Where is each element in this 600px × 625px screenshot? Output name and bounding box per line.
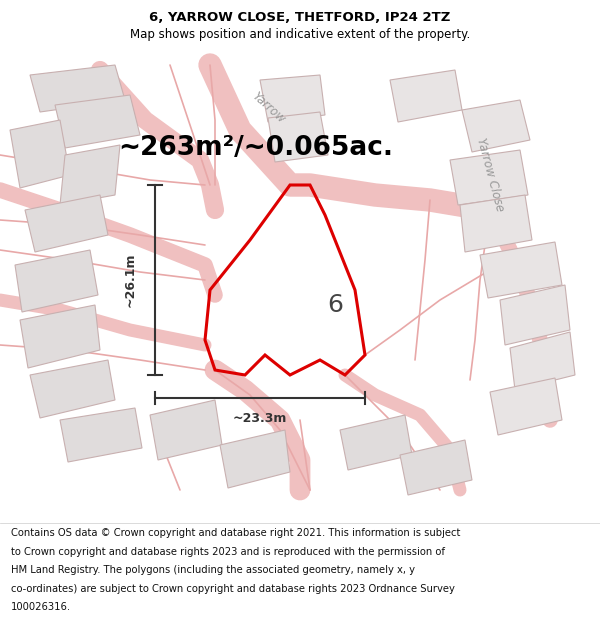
Text: 6: 6 <box>327 293 343 317</box>
Polygon shape <box>10 120 70 188</box>
Polygon shape <box>60 408 142 462</box>
Text: ~263m²/~0.065ac.: ~263m²/~0.065ac. <box>118 135 393 161</box>
Text: Yarrow Close: Yarrow Close <box>474 137 506 213</box>
Text: 6, YARROW CLOSE, THETFORD, IP24 2TZ: 6, YARROW CLOSE, THETFORD, IP24 2TZ <box>149 11 451 24</box>
Polygon shape <box>450 150 528 205</box>
Polygon shape <box>268 112 328 162</box>
Polygon shape <box>25 195 108 252</box>
Polygon shape <box>30 65 125 112</box>
Polygon shape <box>490 378 562 435</box>
Text: HM Land Registry. The polygons (including the associated geometry, namely x, y: HM Land Registry. The polygons (includin… <box>11 565 415 575</box>
Polygon shape <box>15 250 98 312</box>
Polygon shape <box>400 440 472 495</box>
Polygon shape <box>480 242 562 298</box>
Polygon shape <box>55 95 140 148</box>
Text: to Crown copyright and database rights 2023 and is reproduced with the permissio: to Crown copyright and database rights 2… <box>11 547 445 557</box>
Polygon shape <box>220 430 290 488</box>
Polygon shape <box>390 70 462 122</box>
Text: Yarrow: Yarrow <box>249 90 287 126</box>
Text: Contains OS data © Crown copyright and database right 2021. This information is : Contains OS data © Crown copyright and d… <box>11 528 460 538</box>
Polygon shape <box>500 285 570 345</box>
Polygon shape <box>340 415 412 470</box>
Polygon shape <box>460 195 532 252</box>
Polygon shape <box>150 400 222 460</box>
Polygon shape <box>30 360 115 418</box>
Text: 100026316.: 100026316. <box>11 602 71 612</box>
Polygon shape <box>510 332 575 390</box>
Text: ~23.3m: ~23.3m <box>233 411 287 424</box>
Polygon shape <box>260 75 325 122</box>
Polygon shape <box>462 100 530 152</box>
Text: ~26.1m: ~26.1m <box>124 253 137 308</box>
Polygon shape <box>20 305 100 368</box>
Polygon shape <box>60 145 120 205</box>
Text: Map shows position and indicative extent of the property.: Map shows position and indicative extent… <box>130 28 470 41</box>
Text: co-ordinates) are subject to Crown copyright and database rights 2023 Ordnance S: co-ordinates) are subject to Crown copyr… <box>11 584 455 594</box>
